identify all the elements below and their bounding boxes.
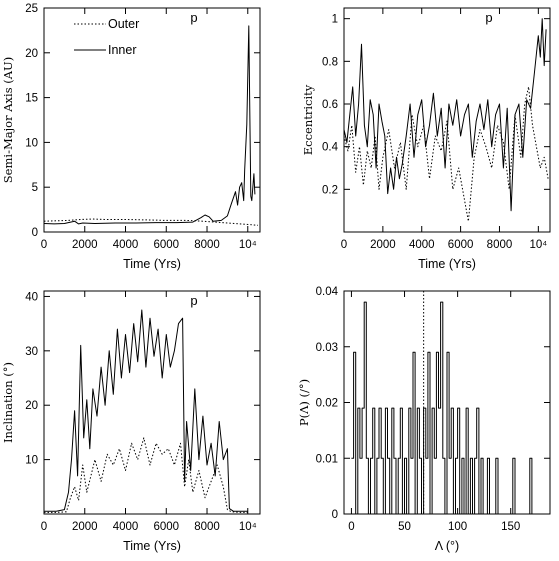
x-tick-label: 0 bbox=[341, 239, 347, 251]
y-tick-label: 0.2 bbox=[322, 184, 338, 196]
series-outer bbox=[43, 218, 259, 226]
x-axis-label: Time (Yrs) bbox=[123, 257, 181, 271]
x-tick-label: 8000 bbox=[487, 239, 513, 251]
x-axis-label: Λ (°) bbox=[435, 539, 459, 553]
x-tick-label: 6000 bbox=[153, 521, 179, 533]
y-axis-label: P(Λ) (/°) bbox=[297, 379, 311, 426]
y-tick-label: 0 bbox=[32, 227, 38, 239]
x-tick-label: 150 bbox=[501, 521, 520, 533]
y-axis-label: Semi-Major Axis (AU) bbox=[1, 57, 15, 183]
plot-frame bbox=[43, 7, 261, 233]
y-tick-label: 0 bbox=[332, 509, 338, 521]
panel-tag: p bbox=[190, 10, 197, 25]
y-tick-label: 0.4 bbox=[322, 142, 339, 154]
x-tick-label: 4000 bbox=[113, 239, 139, 251]
x-tick-label: 6000 bbox=[448, 239, 474, 251]
y-tick-label: 0.6 bbox=[322, 99, 338, 111]
series-inner bbox=[343, 18, 547, 212]
y-tick-label: 40 bbox=[25, 291, 38, 303]
series-inner bbox=[44, 309, 248, 512]
x-tick-label: 4000 bbox=[113, 521, 139, 533]
x-tick-label: 0 bbox=[41, 521, 47, 533]
plot-frame bbox=[343, 7, 551, 233]
x-tick-label: 2000 bbox=[72, 239, 98, 251]
y-tick-label: 0.02 bbox=[316, 398, 338, 410]
y-tick-label: 10 bbox=[25, 455, 38, 467]
x-tick-label: 10⁴ bbox=[239, 239, 257, 251]
series-outer bbox=[343, 86, 549, 222]
x-tick-label: 6000 bbox=[153, 239, 179, 251]
x-tick-label: 10⁴ bbox=[239, 521, 257, 533]
panel-3: 0 2000 4000 6000 8000 10⁴ 10 20 30 40 Time (Yrs) In… bbox=[1, 290, 261, 553]
y-tick-label: 5 bbox=[32, 182, 38, 194]
y-tick-label: 15 bbox=[25, 93, 38, 105]
x-axis-label: Time (Yrs) bbox=[418, 257, 476, 271]
panel-tag: p bbox=[190, 293, 197, 308]
y-axis-label: Eccentricity bbox=[301, 84, 315, 155]
y-tick-label: 0.01 bbox=[316, 453, 338, 465]
x-tick-label: 4000 bbox=[409, 239, 435, 251]
x-tick-label: 2000 bbox=[72, 521, 98, 533]
series-inner bbox=[43, 25, 256, 225]
x-tick-label: 2000 bbox=[370, 239, 396, 251]
legend-label-outer: Outer bbox=[108, 17, 139, 31]
x-tick-label: 8000 bbox=[194, 521, 220, 533]
x-tick-label: 10⁴ bbox=[529, 239, 547, 251]
series-inner bbox=[351, 301, 545, 515]
y-tick-label: 10 bbox=[25, 137, 38, 149]
x-tick-label: 0 bbox=[41, 239, 47, 251]
panel-tag: p bbox=[485, 10, 492, 25]
x-tick-label: 50 bbox=[398, 521, 411, 533]
series-outer bbox=[44, 437, 248, 513]
y-tick-label: 0.03 bbox=[316, 342, 338, 354]
y-tick-label: 20 bbox=[25, 400, 38, 412]
panel-4: 0 50 100 150 0 0.01 0.02 0.03 0.04 Λ (°) P(Λ) (/°) bbox=[297, 286, 551, 553]
y-tick-label: 0.8 bbox=[322, 56, 338, 68]
y-tick-label: 30 bbox=[25, 346, 38, 358]
y-tick-label: 20 bbox=[25, 48, 38, 60]
y-tick-label: 1 bbox=[332, 14, 338, 26]
panel-2: 0 2000 4000 6000 8000 10⁴ 0.2 0.4 0.6 0.8 1 Time (Y… bbox=[301, 7, 551, 271]
legend-label-inner: Inner bbox=[108, 43, 137, 57]
y-tick-label: 0.04 bbox=[316, 286, 339, 298]
x-tick-label: 100 bbox=[448, 521, 467, 533]
x-axis-label: Time (Yrs) bbox=[123, 539, 181, 553]
x-tick-label: 8000 bbox=[194, 239, 220, 251]
plot-frame bbox=[43, 290, 261, 515]
panel-1: 0 2000 4000 6000 8000 10⁴ 0 5 10 15 20 25 Time (Yrs)… bbox=[1, 3, 261, 271]
y-tick-label: 25 bbox=[25, 3, 38, 15]
y-axis-label: Inclination (°) bbox=[1, 362, 15, 443]
x-tick-label: 0 bbox=[348, 521, 354, 533]
